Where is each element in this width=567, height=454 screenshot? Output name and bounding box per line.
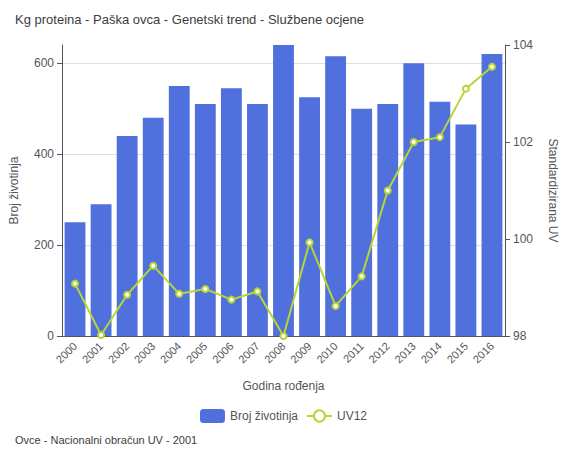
svg-text:Ovce - Nacionalni obračun UV -: Ovce - Nacionalni obračun UV - 2001 [15,434,197,446]
svg-text:2001: 2001 [80,340,106,366]
svg-text:2010: 2010 [314,340,340,366]
svg-text:Kg proteina - Paška ovca - Gen: Kg proteina - Paška ovca - Genetski tren… [15,12,364,27]
svg-text:2007: 2007 [236,340,262,366]
svg-text:2014: 2014 [418,340,444,366]
svg-text:2000: 2000 [54,340,80,366]
svg-text:2013: 2013 [392,340,418,366]
svg-text:UV12: UV12 [337,409,367,423]
svg-text:2016: 2016 [470,340,496,366]
svg-text:2009: 2009 [288,340,314,366]
svg-text:2002: 2002 [106,340,132,366]
svg-text:Broj životinja: Broj životinja [7,156,21,224]
svg-text:2012: 2012 [366,340,392,366]
svg-text:2008: 2008 [262,340,288,366]
svg-text:2004: 2004 [158,340,184,366]
svg-text:0: 0 [47,329,54,343]
svg-text:2006: 2006 [210,340,236,366]
svg-text:98: 98 [513,329,527,343]
svg-text:600: 600 [34,56,54,70]
svg-text:104: 104 [513,38,533,52]
svg-text:100: 100 [513,232,533,246]
svg-text:400: 400 [34,147,54,161]
svg-text:2011: 2011 [341,340,366,365]
svg-text:2003: 2003 [132,340,158,366]
svg-text:2005: 2005 [184,340,210,366]
svg-text:Broj životinja: Broj životinja [230,409,298,423]
svg-text:2015: 2015 [444,340,470,366]
svg-text:102: 102 [513,135,533,149]
svg-text:Godina rođenja: Godina rođenja [242,379,324,393]
svg-text:Standardizirana UV: Standardizirana UV [546,138,560,242]
svg-text:200: 200 [34,238,54,252]
